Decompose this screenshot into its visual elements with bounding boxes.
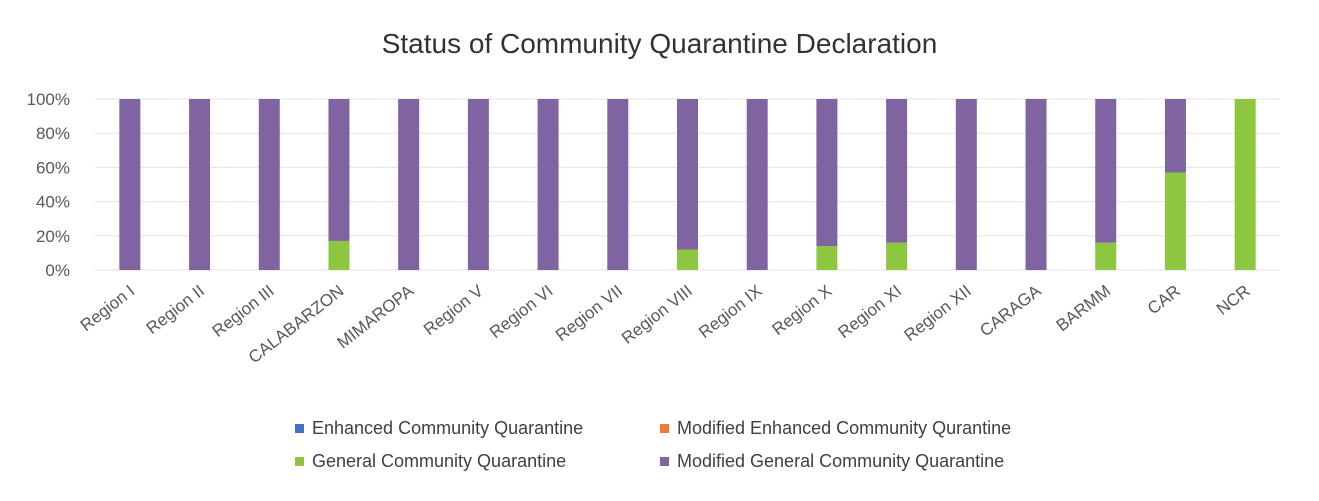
bar-segment: [746, 99, 768, 270]
legend-item: General Community Quarantine: [295, 451, 660, 472]
x-category-label: Region VIII: [618, 281, 696, 348]
bar-segment: [258, 99, 280, 270]
legend-label: Modified General Community Quarantine: [677, 451, 1005, 471]
bar-segment: [1025, 99, 1047, 270]
bar-segment: [1095, 242, 1117, 270]
y-tick-label: 100%: [27, 90, 70, 109]
bar-segment: [677, 249, 698, 270]
bar-segment: [677, 99, 698, 250]
x-category-label: Region VI: [486, 281, 557, 342]
bar-segment: [1095, 99, 1117, 243]
x-category-label: CAR: [1144, 281, 1184, 318]
bar-segment: [886, 242, 908, 270]
legend-swatch: [295, 457, 304, 466]
bar-segment: [328, 240, 350, 270]
bar-segment: [328, 99, 350, 241]
bars: [119, 99, 1256, 270]
x-category-label: Region X: [769, 281, 836, 339]
y-tick-label: 0%: [45, 261, 70, 280]
bar-segment: [816, 246, 838, 270]
x-category-label: CARAGA: [976, 281, 1045, 341]
bar-segment: [1164, 99, 1186, 173]
legend-label: General Community Quarantine: [312, 451, 567, 471]
x-category-label: BARMM: [1053, 281, 1115, 335]
bar-segment: [119, 99, 141, 270]
x-category-label: Region XII: [901, 281, 975, 345]
legend-item: Modified General Community Quarantine: [660, 451, 1055, 472]
x-category-label: Region VII: [552, 281, 626, 345]
x-category-label: Region I: [77, 281, 139, 335]
bar-segment: [886, 99, 908, 243]
x-category-label: NCR: [1213, 281, 1254, 319]
y-tick-label: 40%: [36, 193, 70, 212]
legend-label: Modified Enhanced Community Qurantine: [677, 418, 1012, 438]
chart-plot: 100%80%60%40%20%0% Region I Region II Regi…: [27, 90, 1280, 367]
y-tick-label: 80%: [36, 124, 70, 143]
bar-segment: [467, 99, 489, 270]
bar-segment: [398, 99, 420, 270]
x-category-label: Region II: [143, 281, 208, 338]
legend-swatch: [660, 424, 669, 433]
x-category-label: Region V: [420, 281, 487, 339]
x-category-label: Region XI: [835, 281, 906, 342]
bar-segment: [1164, 172, 1186, 270]
legend: Enhanced Community Quarantine Modified En…: [295, 418, 1055, 472]
bar-segment: [816, 99, 838, 247]
legend-item: Enhanced Community Quarantine: [295, 418, 660, 439]
legend-swatch: [660, 457, 669, 466]
bar-segment: [189, 99, 211, 270]
y-axis-ticks: 100% 80% 60% 40% 20% 0%: [27, 90, 70, 280]
x-axis-labels: Region I Region II Region IIICALABARZONMIM…: [77, 281, 1254, 367]
x-category-label: Region III: [209, 281, 278, 341]
bar-segment: [537, 99, 559, 270]
y-tick-label: 60%: [36, 158, 70, 177]
bar-segment: [955, 99, 977, 270]
bar-segment: [1234, 99, 1256, 270]
legend-item: Modified Enhanced Community Qurantine: [660, 418, 1055, 439]
legend-label: Enhanced Community Quarantine: [312, 418, 584, 438]
y-tick-label: 20%: [36, 227, 70, 246]
x-category-label: Region IX: [695, 281, 766, 342]
x-category-label: MIMAROPA: [333, 281, 417, 353]
chart-title: Status of Community Quarantine Declarati…: [381, 28, 938, 59]
bar-segment: [607, 99, 629, 270]
legend-swatch: [295, 424, 304, 433]
